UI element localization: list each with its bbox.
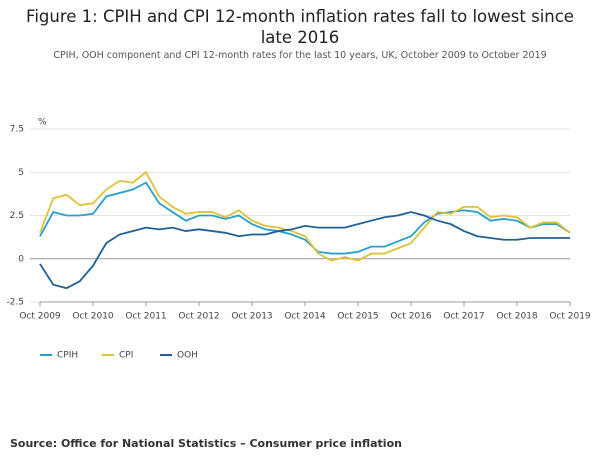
- chart-title: Figure 1: CPIH and CPI 12-month inflatio…: [26, 7, 574, 47]
- x-tick-label: Oct 2013: [231, 312, 272, 322]
- x-tick-label: Oct 2017: [443, 312, 484, 322]
- x-tick-label: Oct 2016: [390, 312, 432, 322]
- y-tick-label: 2.5: [10, 211, 24, 221]
- series-line: [39, 170, 571, 262]
- legend-label: CPI: [119, 351, 133, 361]
- x-tick-label: Oct 2012: [178, 312, 219, 322]
- y-tick-label: 7.5: [10, 125, 24, 135]
- x-tick-label: Oct 2010: [72, 312, 114, 322]
- y-tick-label: -2.5: [6, 298, 24, 308]
- legend-label: CPIH: [57, 351, 78, 361]
- series-line: [39, 211, 570, 290]
- source: Source: Office for National Statistics –…: [10, 437, 402, 450]
- y-tick-label: 5: [18, 168, 24, 178]
- y-tick-label: 0: [18, 254, 24, 264]
- chart: % -2.5 0 2.5 5 7.5 Oct 2009 Oct 2010 Oct 2011 Oc…: [6, 118, 591, 361]
- legend-label: OOH: [177, 351, 198, 361]
- x-tick-label: Oct 2009: [19, 312, 61, 322]
- x-tick-label: Oct 2019: [549, 312, 591, 322]
- x-tick-label: Oct 2015: [337, 312, 378, 322]
- x-tick-label: Oct 2011: [125, 312, 166, 322]
- y-unit: %: [38, 118, 47, 128]
- chart-subtitle: CPIH, OOH component and CPI 12-month rat…: [53, 50, 547, 61]
- series-line: [39, 181, 571, 255]
- x-tick-label: Oct 2018: [496, 312, 538, 322]
- x-tick-label: Oct 2014: [284, 312, 326, 322]
